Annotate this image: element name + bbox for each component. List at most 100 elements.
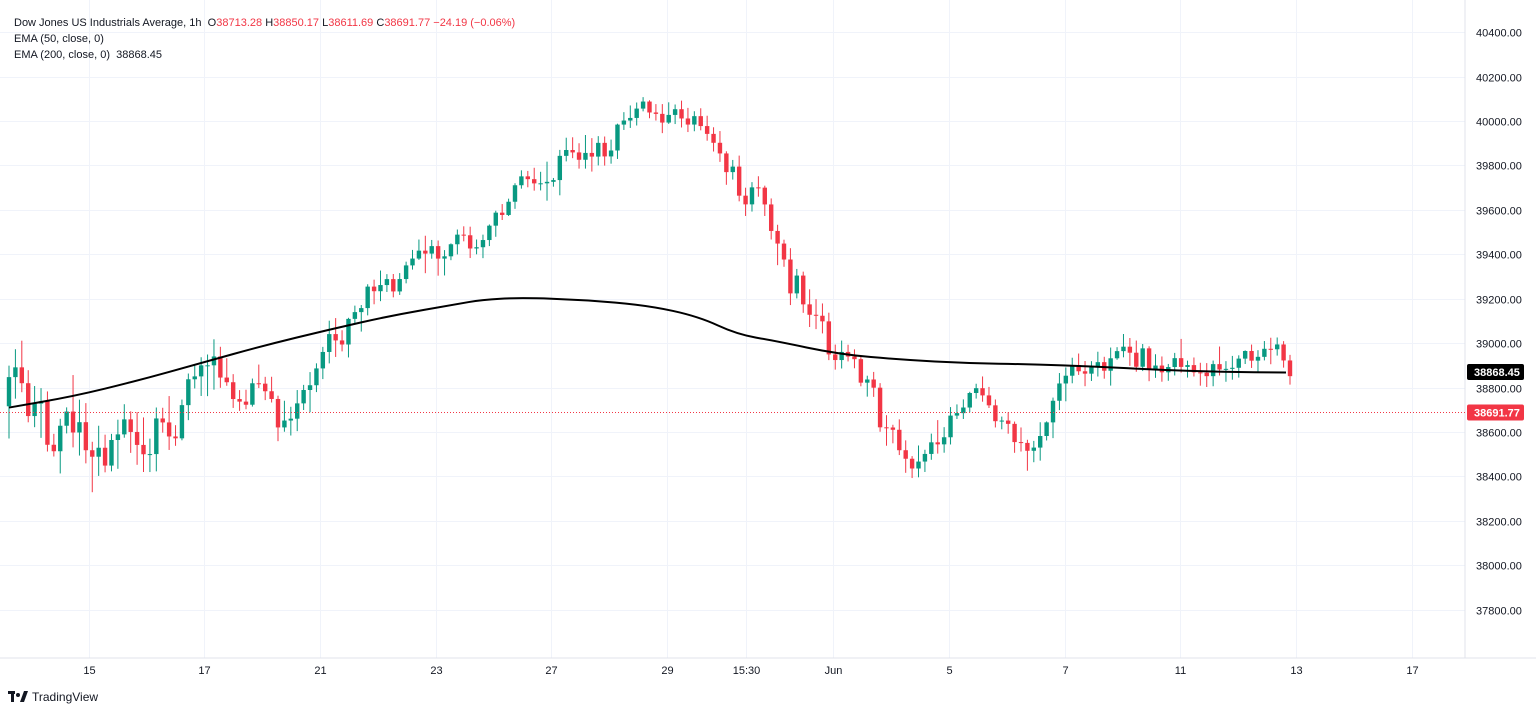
candle-body <box>359 308 364 313</box>
legend-ema-200-row[interactable]: EMA (200, close, 0) 38868.45 <box>14 47 515 63</box>
candle-body <box>403 265 409 280</box>
candle-body <box>1134 352 1139 367</box>
candle <box>820 303 825 334</box>
candle-body <box>474 247 479 249</box>
candle <box>90 441 95 493</box>
candle <box>929 433 934 460</box>
candle-body <box>596 142 601 157</box>
candle-body <box>160 418 165 423</box>
price-tick-label: 40000.00 <box>1476 117 1522 129</box>
candle <box>435 240 441 276</box>
candle-body <box>1050 400 1056 423</box>
candle <box>314 363 319 393</box>
candle <box>301 384 306 410</box>
time-tick-label: 23 <box>430 665 442 677</box>
candle-body <box>1242 350 1248 359</box>
candle <box>1005 412 1011 434</box>
candle <box>109 433 114 472</box>
candle <box>564 137 569 162</box>
candle <box>1185 360 1190 378</box>
candle <box>26 370 31 423</box>
open-label: O <box>207 17 217 29</box>
candle-body <box>711 133 716 143</box>
candle-body <box>653 112 659 114</box>
candle-body <box>602 142 607 157</box>
low-label: L <box>322 17 329 29</box>
candle <box>666 102 671 124</box>
candle <box>858 357 864 387</box>
price-tick-label: 39600.00 <box>1476 206 1522 218</box>
low-value: 38611.69 <box>328 17 374 29</box>
candle <box>1281 341 1286 368</box>
price-tick-label: 40200.00 <box>1476 73 1522 85</box>
candle-body <box>858 359 864 383</box>
candle <box>211 339 217 390</box>
candle-body <box>583 152 588 160</box>
candle-body <box>435 246 441 259</box>
candle-body <box>768 204 774 231</box>
candle <box>288 406 294 436</box>
ema-200-price-tag: 38868.45 <box>1467 364 1524 380</box>
grid <box>0 0 1465 658</box>
candle-body <box>32 403 37 417</box>
candle <box>365 284 370 316</box>
candle-body <box>487 225 492 241</box>
ema-50-label[interactable]: EMA (50, close, 0) <box>14 33 104 45</box>
candle <box>602 136 607 166</box>
tradingview-logo[interactable]: TradingView <box>8 690 98 704</box>
candle-body <box>423 250 428 254</box>
candle <box>538 171 543 191</box>
candle-body <box>493 212 498 226</box>
ema-200-label[interactable]: EMA (200, close, 0) <box>14 49 110 61</box>
candle-body <box>429 246 434 254</box>
candle <box>147 438 153 473</box>
candle <box>58 418 63 474</box>
candle <box>935 420 940 454</box>
symbol-name[interactable]: Dow Jones US Industrials Average <box>14 17 184 29</box>
candle-body <box>615 124 620 151</box>
candle-body <box>1095 362 1101 367</box>
candle-body <box>365 286 370 309</box>
candle <box>903 440 908 473</box>
candle-body <box>948 415 953 438</box>
candle-body <box>621 120 627 125</box>
price-tick-label: 38400.00 <box>1476 472 1522 484</box>
candle <box>327 320 332 364</box>
candle-body <box>45 401 50 445</box>
candle <box>493 210 498 237</box>
candle <box>833 344 838 370</box>
candle <box>269 376 274 403</box>
candle-body <box>1185 365 1190 367</box>
candle <box>499 204 505 221</box>
legend-ema-50-row[interactable]: EMA (50, close, 0) <box>14 31 515 47</box>
high-value: 38850.17 <box>273 17 320 29</box>
candle <box>897 419 902 456</box>
candle-body <box>307 385 313 390</box>
candle-body <box>90 450 95 457</box>
candle-body <box>1172 358 1177 368</box>
time-tick-label: 11 <box>1175 665 1186 677</box>
candle-body <box>186 379 191 406</box>
candle <box>807 289 812 328</box>
time-tick-label: 29 <box>661 665 673 677</box>
candle-body <box>1127 346 1133 353</box>
candle-body <box>192 376 197 380</box>
candle <box>1146 346 1152 382</box>
legend-symbol-row[interactable]: Dow Jones US Industrials Average, 1h O38… <box>14 17 516 29</box>
candle-body <box>813 314 819 316</box>
price-tick-label: 38600.00 <box>1476 428 1522 440</box>
candle <box>801 271 806 313</box>
candle <box>672 104 678 125</box>
candle <box>122 404 127 438</box>
candle <box>512 183 518 209</box>
candle <box>775 224 780 266</box>
candle <box>1050 397 1056 439</box>
candle <box>788 248 793 306</box>
candle-body <box>807 304 812 315</box>
candle <box>403 261 409 284</box>
candle-body <box>442 256 447 259</box>
candle-body <box>519 176 524 186</box>
interval[interactable]: 1h <box>189 17 202 29</box>
candle <box>698 108 703 131</box>
